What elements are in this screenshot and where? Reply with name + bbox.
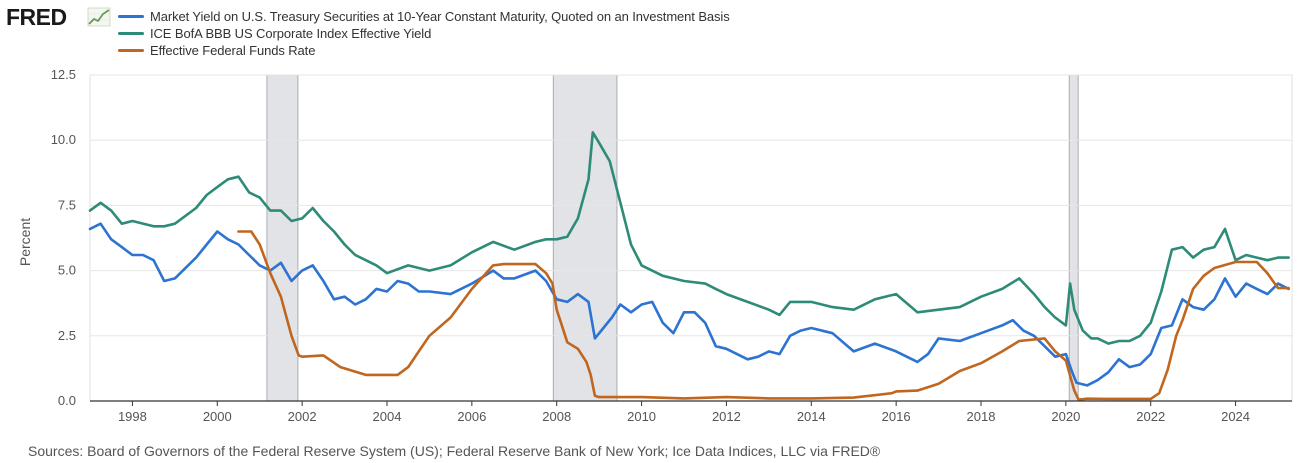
- legend-swatch-0: [118, 15, 144, 18]
- series-line-0: [88, 222, 1290, 387]
- y-tick-label-2: 5.0: [58, 263, 76, 278]
- recession-band-2: [1069, 75, 1079, 401]
- x-tick-label-3: 2004: [373, 409, 402, 424]
- x-tick-label-8: 2014: [797, 409, 826, 424]
- x-tick-label-10: 2018: [967, 409, 996, 424]
- x-tick-label-1: 2000: [203, 409, 232, 424]
- x-tick-label-5: 2008: [542, 409, 571, 424]
- recession-shading: [266, 75, 1079, 401]
- x-tick-label-4: 2006: [457, 409, 486, 424]
- legend-item-2: Effective Federal Funds Rate: [118, 42, 730, 59]
- series-line-2: [237, 230, 1290, 402]
- x-tick-label-6: 2010: [627, 409, 656, 424]
- recession-band-0: [266, 75, 298, 401]
- legend-item-1: ICE BofA BBB US Corporate Index Effectiv…: [118, 25, 730, 42]
- y-axis-label: Percent: [17, 218, 33, 266]
- x-tick-label-11: 2020: [1051, 409, 1080, 424]
- fred-logo: FRED: [6, 4, 111, 30]
- x-tick-label-7: 2012: [712, 409, 741, 424]
- sources-note: Sources: Board of Governors of the Feder…: [28, 443, 881, 459]
- series-line-1: [88, 131, 1290, 345]
- chart-legend: Market Yield on U.S. Treasury Securities…: [118, 8, 730, 59]
- series-lines: [88, 131, 1290, 402]
- x-tick-label-12: 2022: [1136, 409, 1165, 424]
- fred-logo-text: FRED: [6, 4, 67, 30]
- y-tick-label-4: 10.0: [51, 132, 76, 147]
- x-tick-label-13: 2024: [1221, 409, 1250, 424]
- legend-label-2: Effective Federal Funds Rate: [150, 43, 316, 58]
- legend-swatch-1: [118, 32, 144, 35]
- legend-label-1: ICE BofA BBB US Corporate Index Effectiv…: [150, 26, 432, 41]
- axes: 0.0 2.5 5.0 7.5 10.0 12.5 1998 2000 2002 2004 2006…: [51, 67, 1292, 424]
- y-tick-label-1: 2.5: [58, 328, 76, 343]
- line-chart: 0.0 2.5 5.0 7.5 10.0 12.5 1998 2000 2002 2004 2006…: [17, 67, 1293, 424]
- legend-item-0: Market Yield on U.S. Treasury Securities…: [118, 8, 730, 25]
- legend-label-0: Market Yield on U.S. Treasury Securities…: [150, 9, 730, 24]
- x-tick-label-9: 2016: [882, 409, 911, 424]
- legend-swatch-2: [118, 49, 144, 52]
- x-tick-label-0: 1998: [118, 409, 147, 424]
- y-tick-label-0: 0.0: [58, 393, 76, 408]
- y-tick-label-3: 7.5: [58, 197, 76, 212]
- x-tick-label-2: 2002: [288, 409, 317, 424]
- y-tick-label-5: 12.5: [51, 67, 76, 82]
- chart-line-icon: [87, 7, 111, 27]
